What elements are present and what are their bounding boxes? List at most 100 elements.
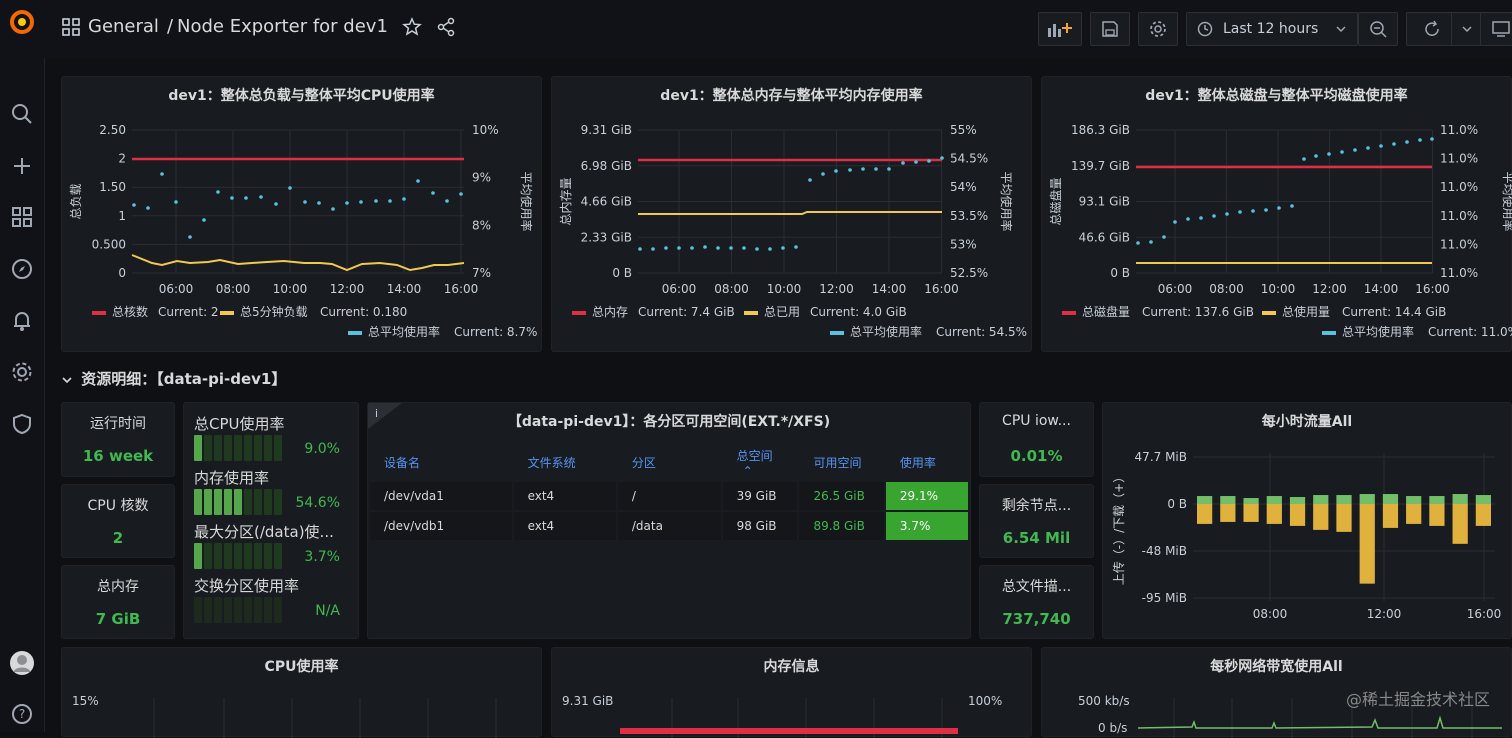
- x-tick-label: 16:00: [1415, 282, 1450, 296]
- network-bandwidth-panel[interactable]: 每秒网络带宽使用All 500 kb/s 0 b/s: [1041, 647, 1512, 738]
- legend-name[interactable]: 总已用: [764, 305, 800, 319]
- dashboards-grid-icon[interactable]: [6, 201, 38, 233]
- column-header[interactable]: 设备名: [370, 445, 512, 480]
- legend-name[interactable]: 总平均使用率: [850, 324, 922, 339]
- memory-info-panel[interactable]: 内存信息 9.31 GiB 100%: [551, 647, 1032, 738]
- bar-gauge-cell: [254, 543, 262, 569]
- column-header-label: 设备名: [384, 456, 421, 470]
- partitions-table-panel[interactable]: i 【data-pi-dev1】：各分区可用空间(EXT.*/XFS) 设备名 文…: [367, 402, 971, 639]
- stat-value: 6.54 Mil: [1002, 529, 1071, 547]
- y-tick-label: 500 kb/s: [1078, 694, 1130, 708]
- legend-name[interactable]: 总平均使用率: [1342, 324, 1414, 339]
- top-navbar: General / Node Exporter for dev1 Last 12…: [44, 0, 1512, 58]
- tv-mode-button[interactable]: [1480, 12, 1512, 46]
- series-point-usage-rate: [742, 246, 746, 250]
- create-plus-icon[interactable]: [6, 150, 38, 182]
- memory-panel[interactable]: dev1：整体总内存与整体平均内存使用率 06:00 08:00 10:00 12:0…: [551, 76, 1032, 352]
- table-row[interactable]: /dev/vda1 ext4/39 GiB 26.5 GiB 29.1%: [370, 482, 968, 510]
- bar-gauge-cell: [214, 543, 222, 569]
- breadcrumb-folder[interactable]: General: [88, 16, 159, 37]
- x-tick-label: 16:00: [924, 282, 959, 296]
- table-cell: /: [617, 482, 721, 510]
- bar-gauge-cell: [224, 597, 232, 623]
- disk-panel[interactable]: dev1：整体总磁盘与整体平均磁盘使用率 06:00 08:00 10:00 12:0…: [1041, 76, 1512, 352]
- bar-upload: [1406, 496, 1422, 504]
- column-header[interactable]: 可用空间: [799, 445, 883, 480]
- cpu-load-panel[interactable]: dev1：整体总负载与整体平均CPU使用率 06:00 08:00 10:00 12:…: [61, 76, 542, 352]
- shield-icon[interactable]: [6, 408, 38, 440]
- zoom-out-button[interactable]: [1358, 12, 1398, 46]
- star-icon[interactable]: [402, 16, 422, 37]
- panel-title: dev1：整体总负载与整体平均CPU使用率: [168, 88, 435, 104]
- refresh-button[interactable]: [1406, 12, 1488, 46]
- x-tick-label: 06:00: [159, 282, 194, 296]
- series-point-usage-rate: [230, 196, 234, 200]
- panel-title: dev1：整体总内存与整体平均内存使用率: [660, 88, 923, 104]
- series-point-usage-rate: [1340, 150, 1344, 154]
- bar-gauge-cell: [194, 489, 202, 515]
- x-tick-label: 14:00: [387, 282, 422, 296]
- series-point-usage-rate: [1277, 206, 1281, 210]
- save-dashboard-button[interactable]: [1090, 12, 1130, 46]
- legend-name[interactable]: 总平均使用率: [368, 324, 440, 339]
- bar-upload: [1452, 494, 1468, 504]
- legend-name[interactable]: 总使用量: [1282, 304, 1330, 319]
- series-point-usage-rate: [716, 246, 720, 250]
- uptime-stat-panel[interactable]: 运行时间 16 week: [61, 402, 175, 477]
- bar-gauge-cell: [274, 597, 282, 623]
- settings-gear-icon[interactable]: [6, 356, 38, 388]
- y-tick-label: 0 B: [1167, 497, 1187, 511]
- y-tick-label-right: 11.0%: [1440, 152, 1478, 166]
- column-header[interactable]: 使用率: [886, 445, 968, 480]
- time-picker-button[interactable]: Last 12 hours: [1186, 12, 1358, 46]
- series-point-usage-rate: [768, 247, 772, 251]
- user-avatar[interactable]: [6, 647, 38, 679]
- add-panel-button[interactable]: [1038, 12, 1082, 46]
- free-inodes-stat-panel[interactable]: 剩余节点... 6.54 Mil: [979, 484, 1094, 558]
- time-range-label: Last 12 hours: [1223, 21, 1319, 37]
- file-descriptors-stat-panel[interactable]: 总文件描... 737,740: [979, 565, 1094, 639]
- y-tick-label: 0 B: [1110, 266, 1130, 280]
- column-header[interactable]: 总空间⌃: [723, 445, 798, 480]
- help-icon[interactable]: ?: [6, 698, 38, 730]
- explore-compass-icon[interactable]: [6, 253, 38, 285]
- cpu-usage-panel[interactable]: CPU使用率 15%: [61, 647, 542, 738]
- column-header[interactable]: 分区: [618, 445, 721, 480]
- usage-bargauge-panel[interactable]: 总CPU使用率 9.0% 内存使用率 54.6% 最大分区(/data)使... 3.7%…: [183, 402, 359, 639]
- column-header[interactable]: 文件系统: [514, 445, 616, 480]
- bar-gauge-cell: [214, 435, 222, 461]
- stat-value: 7 GiB: [95, 610, 141, 628]
- dashboard-settings-button[interactable]: [1138, 12, 1178, 46]
- legend-name[interactable]: 总内存: [592, 305, 628, 319]
- search-icon[interactable]: [6, 98, 38, 130]
- y-tick-label: 6.98 GiB: [581, 159, 632, 173]
- grafana-logo-icon[interactable]: [6, 6, 38, 38]
- alerting-bell-icon[interactable]: [6, 305, 38, 337]
- panel-info-corner-icon[interactable]: i: [368, 403, 402, 429]
- cpu-iowait-stat-panel[interactable]: CPU iow... 0.01%: [979, 402, 1094, 477]
- y-tick-label: 46.6 GiB: [1079, 230, 1130, 244]
- dashboard-title[interactable]: Node Exporter for dev1: [177, 16, 388, 37]
- legend-name[interactable]: 总核数: [112, 304, 148, 319]
- table-row[interactable]: /dev/vdb1 ext4/data 98 GiB 89.8 GiB 3.7%: [370, 512, 968, 540]
- legend-current: Current: 137.6 GiB: [1142, 305, 1254, 319]
- bar-download: [1429, 504, 1445, 526]
- y-tick-label: 139.7 GiB: [1071, 159, 1130, 173]
- y-tick-label-right: 100%: [968, 694, 1002, 708]
- series-point-usage-rate: [388, 199, 392, 203]
- cpu-cores-stat-panel[interactable]: CPU 核数 2: [61, 484, 175, 558]
- bar-gauge-cell: [254, 597, 262, 623]
- legend-name[interactable]: 总5分钟负载: [240, 304, 308, 319]
- series-point-usage-rate: [317, 201, 321, 205]
- y-tick-label-right: 11.0%: [1440, 180, 1478, 194]
- hourly-traffic-panel[interactable]: 每小时流量All 47.7 MiB 0 B -48 MiB -95 MiB 08:00 1…: [1102, 402, 1512, 639]
- series-point-usage-rate: [901, 161, 905, 165]
- legend-swatch: [1062, 311, 1076, 315]
- series-point-usage-rate: [431, 191, 435, 195]
- bar-download: [1266, 504, 1282, 524]
- series-point-usage-rate: [927, 159, 931, 163]
- legend-name[interactable]: 总磁盘量: [1082, 304, 1130, 319]
- total-memory-stat-panel[interactable]: 总内存 7 GiB: [61, 565, 175, 639]
- share-icon[interactable]: [436, 17, 456, 37]
- row-header[interactable]: 资源明细：【data-pi-dev1】: [62, 368, 286, 389]
